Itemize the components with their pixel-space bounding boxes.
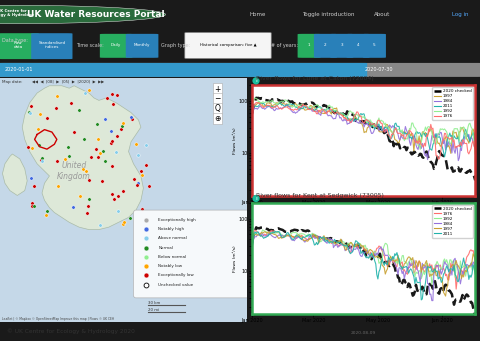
Text: Normal: Normal: [158, 246, 173, 250]
Legend: 2020 checked, 1976, 1992, 1984, 1997, 2011: 2020 checked, 1976, 1992, 1984, 1997, 20…: [432, 205, 473, 238]
Text: About: About: [374, 12, 391, 17]
Text: ⊕: ⊕: [215, 114, 221, 123]
Text: −: −: [215, 94, 221, 103]
FancyBboxPatch shape: [0, 63, 480, 77]
Text: # of years:: # of years:: [271, 43, 298, 48]
Y-axis label: Flows (m³/s): Flows (m³/s): [233, 127, 237, 154]
Text: Monthly: Monthly: [134, 43, 150, 47]
Text: Exceptionally high: Exceptionally high: [158, 218, 196, 222]
Text: i: i: [255, 78, 257, 83]
Text: River flows for Kent at Sedgwick (73005): River flows for Kent at Sedgwick (73005): [252, 193, 384, 198]
Text: 1: 1: [308, 43, 311, 47]
Text: Data type:: Data type:: [2, 38, 28, 43]
Text: United
Kingdom: United Kingdom: [57, 161, 91, 181]
FancyBboxPatch shape: [330, 34, 353, 58]
FancyBboxPatch shape: [126, 34, 158, 58]
FancyBboxPatch shape: [314, 34, 337, 58]
Text: Standardised
indices: Standardised indices: [38, 41, 65, 49]
Text: Leaflet | © Mapbox © OpenStreetMap Improve this map | Flows © UK CEH: Leaflet | © Mapbox © OpenStreetMap Impro…: [2, 317, 115, 321]
Text: 2020-07-30: 2020-07-30: [365, 68, 393, 72]
Text: Map date:: Map date:: [2, 80, 23, 84]
FancyBboxPatch shape: [133, 210, 250, 298]
Text: Home: Home: [250, 12, 266, 17]
Text: UK Water Resources Portal: UK Water Resources Portal: [27, 10, 165, 19]
Text: 3: 3: [340, 43, 343, 47]
Text: 20 mi: 20 mi: [148, 308, 159, 312]
Text: UK Centre for
Ecology & Hydrology: UK Centre for Ecology & Hydrology: [0, 9, 35, 17]
Text: Graph type:: Graph type:: [161, 43, 190, 48]
FancyBboxPatch shape: [185, 32, 271, 58]
FancyBboxPatch shape: [0, 33, 39, 59]
Text: Raw
data: Raw data: [13, 41, 23, 49]
Text: 5: 5: [373, 43, 376, 47]
Text: River flows for Lune at Caton (72004): River flows for Lune at Caton (72004): [252, 76, 374, 81]
Text: Q: Q: [215, 104, 220, 113]
Text: i: i: [255, 196, 257, 201]
Text: Log in: Log in: [452, 12, 468, 17]
Text: 2020-08-09: 2020-08-09: [351, 213, 376, 217]
Text: Exceptionally low: Exceptionally low: [158, 273, 194, 278]
FancyBboxPatch shape: [363, 34, 386, 58]
Legend: 2020 checked, 1997, 1984, 2011, 1992, 1976: 2020 checked, 1997, 1984, 2011, 1992, 19…: [432, 87, 473, 120]
FancyBboxPatch shape: [31, 33, 72, 59]
FancyBboxPatch shape: [347, 34, 370, 58]
Text: 30 km: 30 km: [148, 301, 161, 305]
FancyBboxPatch shape: [100, 34, 132, 58]
Text: Toggle introduction: Toggle introduction: [302, 12, 355, 17]
Y-axis label: Flows (m³/s): Flows (m³/s): [233, 245, 237, 272]
Text: 4: 4: [357, 43, 360, 47]
Text: Above normal: Above normal: [158, 236, 187, 240]
Text: +: +: [215, 85, 221, 93]
Circle shape: [0, 5, 166, 24]
Polygon shape: [22, 86, 144, 229]
Text: 2020-01-01: 2020-01-01: [5, 68, 33, 72]
FancyBboxPatch shape: [0, 63, 367, 77]
Text: 2: 2: [324, 43, 327, 47]
Polygon shape: [2, 154, 27, 195]
Text: Notably high: Notably high: [158, 227, 184, 231]
Text: Historical comparison: five ▲: Historical comparison: five ▲: [200, 43, 256, 47]
Text: Time scale:: Time scale:: [76, 43, 104, 48]
Text: 2020-08-09: 2020-08-09: [351, 331, 376, 335]
Text: © UK Centre for Ecology & Hydrology 2020: © UK Centre for Ecology & Hydrology 2020: [7, 329, 135, 335]
Text: Daily: Daily: [111, 43, 121, 47]
Text: Notably low: Notably low: [158, 264, 182, 268]
Text: Below normal: Below normal: [158, 255, 186, 259]
Text: Unchecked value: Unchecked value: [158, 283, 193, 287]
FancyBboxPatch shape: [298, 34, 321, 58]
Text: ◀◀  ◀  |08|  ▶  |05|  ▶  |2020|  ▶  ▶▶: ◀◀ ◀ |08| ▶ |05| ▶ |2020| ▶ ▶▶: [32, 80, 104, 84]
